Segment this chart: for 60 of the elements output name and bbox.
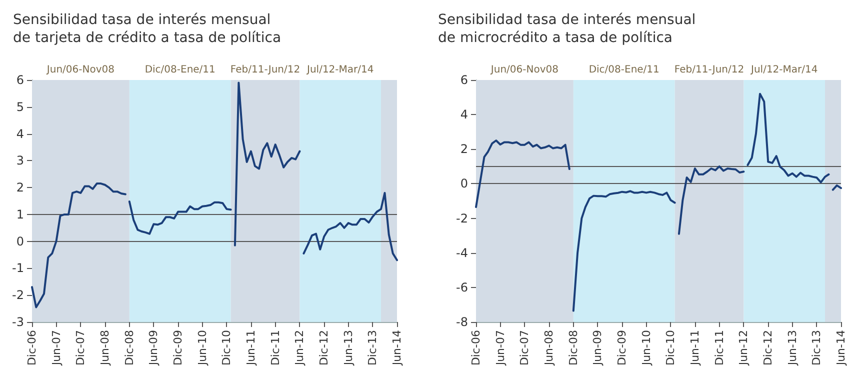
x-tick-label: Jun-07 [494,330,507,366]
x-tick-label: Dic-12 [762,330,775,366]
x-tick-label: Dic-09 [616,330,629,366]
y-tick-label: -3 [12,315,24,329]
x-tick-label: Dic-06 [470,330,482,366]
x-tick-label: Jun-11 [688,330,702,366]
x-tick-label: Dic-11 [268,330,282,366]
band-label: Feb/11-Jun/12 [674,64,744,76]
y-tick-label: 0 [16,234,24,248]
y-tick-label: -4 [456,246,468,260]
chart-title: Sensibilidad tasa de interés mensual de tarjeta de crédito a tasa de política [13,12,282,46]
x-tick-label: Dic-07 [74,330,88,366]
y-tick-label: 4 [16,126,24,141]
x-tick-label: Jun-10 [640,330,653,366]
x-tick-label: Jun-12 [293,330,306,366]
y-tick-label: 2 [460,142,468,156]
x-tick-label: Dic-08 [566,330,580,366]
x-tick-label: Jun-11 [244,330,258,366]
y-tick-label: -1 [12,261,24,276]
y-tick-label: 2 [16,180,24,195]
x-tick-label: Jun-10 [196,330,209,366]
y-tick-label: -2 [12,288,24,302]
x-tick-label: Jun-09 [591,330,604,366]
band-label: Dic/08-Ene/11 [144,64,216,76]
band-label: Jul/12-Mar/14 [306,64,374,76]
x-tick-label: Jun-14 [390,330,404,366]
y-tick-label: 4 [460,108,468,122]
y-tick-label: -8 [456,315,468,329]
x-tick-label: Dic-07 [518,330,532,366]
x-tick-label: Jun-09 [147,330,160,366]
band-label: Jun/06-Nov08 [490,64,558,76]
x-tick-label: Dic-06 [26,330,38,366]
x-tick-label: Dic-12 [318,330,331,366]
x-tick-label: Jun-08 [98,330,112,366]
x-tick-label: Jun-13 [342,330,355,366]
x-tick-label: Jun-12 [737,330,750,366]
band-label: Feb/11-Jun/12 [230,64,300,76]
x-tick-label: Jun-14 [834,330,848,366]
x-tick-label: Dic-13 [366,330,380,366]
band-label: Jul/12-Mar/14 [750,64,818,76]
x-tick-label: Dic-13 [810,330,824,366]
y-tick-label: -2 [456,211,468,226]
x-tick-label: Jun-08 [542,330,556,366]
y-tick-label: 5 [16,100,24,114]
x-tick-label: Dic-08 [122,330,136,366]
chart-title: Sensibilidad tasa de interés mensual de microcrédito a tasa de política [438,12,696,46]
y-tick-label: 6 [460,73,468,87]
y-tick-label: 3 [16,154,24,168]
x-tick-label: Dic-11 [712,330,726,366]
x-tick-label: Dic-09 [172,330,185,366]
y-tick-label: 0 [460,176,468,191]
band-label: Jun/06-Nov08 [46,64,114,76]
x-tick-label: Jun-13 [786,330,799,366]
y-tick-label: 6 [16,73,24,87]
x-tick-label: Jun-07 [50,330,63,366]
band-label: Dic/08-Ene/11 [588,64,660,76]
x-tick-label: Dic-10 [664,330,678,366]
y-tick-label: 1 [16,207,24,222]
y-tick-label: -6 [456,280,468,294]
x-tick-label: Dic-10 [220,330,234,366]
